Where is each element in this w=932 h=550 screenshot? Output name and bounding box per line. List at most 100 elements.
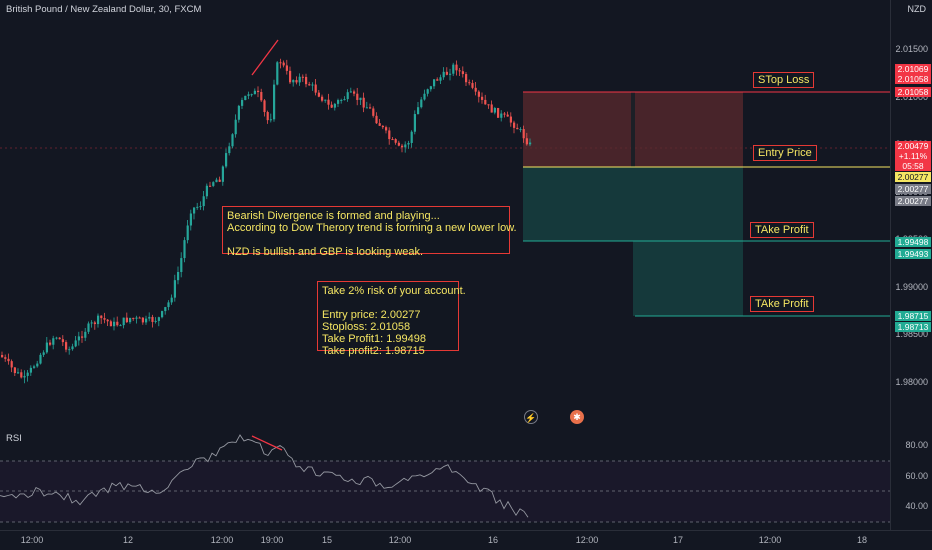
candle-body <box>129 317 132 323</box>
candle-body <box>77 336 80 341</box>
time-tick: 16 <box>487 535 499 545</box>
candle-body <box>116 321 119 326</box>
candle-body <box>314 84 317 93</box>
candle-body <box>4 357 7 359</box>
candle-body <box>433 79 436 87</box>
candle-body <box>26 372 29 376</box>
candle-body <box>113 321 116 327</box>
candle-body <box>148 316 151 319</box>
candle-body <box>157 317 160 321</box>
candle-body <box>452 64 455 74</box>
candle-body <box>209 185 212 187</box>
candle-body <box>10 361 13 368</box>
candle-body <box>522 129 525 139</box>
candle-body <box>33 366 36 368</box>
time-tick: 19:00 <box>260 535 284 545</box>
candle-body <box>170 297 173 303</box>
candle-body <box>100 315 103 319</box>
lightning-icon[interactable]: ⚡ <box>524 410 538 424</box>
candle-body <box>337 100 340 104</box>
stop-loss-label[interactable]: STop Loss <box>753 72 815 88</box>
candle-body <box>426 89 429 94</box>
candle-body <box>7 358 10 362</box>
time-tick: 12:00 <box>20 535 44 545</box>
time-scale[interactable]: 12:00 12 12:00 19:00 15 12:00 16 12:00 17 12:00 18 <box>0 530 932 550</box>
candle-body <box>260 92 263 101</box>
candle-body <box>90 322 93 324</box>
candle-body <box>141 317 144 323</box>
candle-body <box>458 70 461 72</box>
candle-body <box>356 93 359 100</box>
candle-body <box>23 375 26 378</box>
price-tag: 1.99498 <box>895 237 931 247</box>
candle-body <box>404 144 407 148</box>
candle-body <box>445 71 448 75</box>
rsi-band <box>0 461 890 522</box>
candle-body <box>138 317 141 319</box>
candle-body <box>45 342 48 353</box>
candle-body <box>465 74 468 83</box>
candle-body <box>477 91 480 97</box>
candle-body <box>65 342 68 350</box>
candle-body <box>388 130 391 140</box>
candle-body <box>68 349 71 351</box>
entry-price-label[interactable]: Entry Price <box>753 145 817 161</box>
candle-body <box>193 207 196 214</box>
time-tick: 12:00 <box>388 535 412 545</box>
candle-body <box>93 322 96 325</box>
candle-body <box>311 84 314 86</box>
rsi-chart <box>0 434 890 523</box>
price-tag: 2.00277 <box>895 184 931 194</box>
candle-body <box>231 134 234 147</box>
candle-body <box>471 83 474 88</box>
rsi-pane[interactable] <box>0 430 890 530</box>
trade-plan-note[interactable]: Take 2% risk of your account. Entry pric… <box>317 281 466 357</box>
divergence-note[interactable]: Bearish Divergence is formed and playing… <box>222 206 517 258</box>
candle-body <box>375 115 378 124</box>
candle-body <box>449 73 452 75</box>
candle-body <box>273 84 276 120</box>
candle-body <box>151 316 154 322</box>
candle-body <box>423 93 426 100</box>
candle-body <box>103 318 106 320</box>
rsi-indicator-label[interactable]: RSI <box>6 433 22 444</box>
symbol-title[interactable]: British Pound / New Zealand Dollar, 30, … <box>6 4 202 15</box>
candle-body <box>362 97 365 108</box>
candle-body <box>349 91 352 93</box>
candlestick-chart[interactable] <box>0 0 890 425</box>
rsi-tick: 40.00 <box>905 501 928 511</box>
candle-body <box>365 107 368 109</box>
candle-body <box>125 317 128 323</box>
time-tick: 15 <box>321 535 333 545</box>
price-tag: +1.11% <box>895 151 931 161</box>
price-tick: 2.01500 <box>895 44 928 54</box>
candle-body <box>417 107 420 115</box>
calendar-event-icon[interactable]: ✱ <box>570 410 584 424</box>
candle-body <box>442 71 445 78</box>
candle-body <box>490 104 493 113</box>
candle-body <box>401 145 404 148</box>
candle-body <box>308 84 311 86</box>
candle-body <box>119 325 122 327</box>
candle-body <box>237 105 240 120</box>
candle-body <box>36 363 39 367</box>
candle-body <box>52 338 55 345</box>
candle-body <box>106 319 109 322</box>
take-profit-2-label[interactable]: TAke Profit <box>750 296 814 312</box>
candle-body <box>298 76 301 83</box>
price-tag: 2.01058 <box>895 87 931 97</box>
candle-body <box>173 280 176 298</box>
price-tag: 1.99493 <box>895 249 931 259</box>
candle-body <box>161 311 164 318</box>
price-chart[interactable] <box>0 0 890 425</box>
candle-body <box>468 82 471 84</box>
candle-body <box>84 331 87 338</box>
candle-body <box>301 76 304 78</box>
candle-body <box>212 182 215 186</box>
time-tick: 12:00 <box>575 535 599 545</box>
candle-body <box>513 122 516 128</box>
candle-body <box>228 146 231 154</box>
price-tag: 1.98713 <box>895 322 931 332</box>
candle-body <box>378 123 381 126</box>
take-profit-1-label[interactable]: TAke Profit <box>750 222 814 238</box>
